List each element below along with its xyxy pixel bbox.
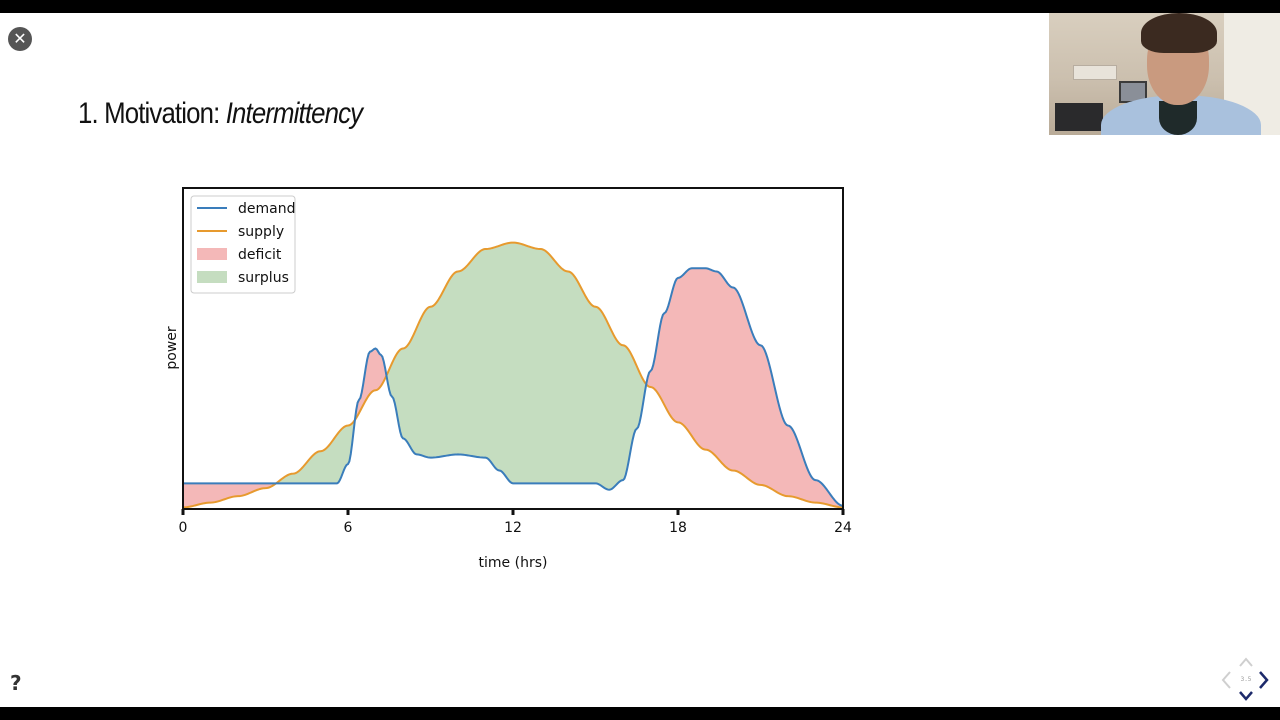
x-axis-label: time (hrs) — [479, 555, 548, 571]
legend-label-supply: supply — [238, 224, 284, 240]
legend: demand supply deficit surplus — [190, 195, 296, 294]
y-axis-label: power — [164, 326, 180, 370]
x-tick-label: 0 — [179, 520, 188, 536]
line-layer — [182, 241, 844, 509]
fill-layer — [183, 242, 843, 508]
close-icon: ✕ — [13, 29, 27, 48]
chevron-up-icon[interactable] — [1238, 656, 1254, 668]
webcam-air-conditioner — [1073, 65, 1117, 80]
webcam-person-collar — [1159, 101, 1197, 135]
chevron-down-icon[interactable] — [1238, 690, 1254, 702]
legend-label-surplus: surplus — [238, 270, 289, 286]
webcam-video — [1049, 13, 1280, 135]
supply-line — [182, 241, 844, 509]
help-button[interactable]: ? — [10, 671, 22, 695]
chevron-right-icon[interactable] — [1258, 670, 1270, 690]
legend-swatch-deficit — [197, 248, 227, 260]
x-tick-label: 18 — [669, 520, 687, 536]
surplus-region — [276, 409, 357, 484]
webcam-tv — [1055, 103, 1103, 131]
deficit-region — [356, 348, 387, 418]
slide-navigation: 3.5 — [1220, 656, 1272, 704]
chart: 0 6 12 18 24 power time (hrs) demandsupplyde… — [164, 187, 852, 571]
slide: ✕ 1. Motivation: Intermittency 0 6 12 18 24 … — [0, 13, 1280, 707]
x-tick-label: 6 — [344, 520, 353, 536]
page-number: 3.5 — [1240, 676, 1252, 683]
legend-swatch-surplus — [197, 271, 227, 283]
tick-layer: 0 6 12 18 24 — [179, 509, 852, 536]
slide-title-prefix: 1. Motivation: — [78, 97, 226, 130]
chevron-left-icon[interactable] — [1220, 670, 1232, 690]
slide-title: 1. Motivation: Intermittency — [78, 97, 363, 131]
demand-line — [183, 267, 844, 507]
close-button[interactable]: ✕ — [8, 27, 32, 51]
legend-label-demand: demand — [238, 201, 295, 217]
slide-title-emphasis: Intermittency — [225, 97, 363, 130]
deficit-region — [183, 483, 277, 508]
legend-label-deficit: deficit — [238, 247, 282, 263]
x-tick-label: 12 — [504, 520, 522, 536]
legend-box — [190, 195, 296, 294]
webcam-person-hair — [1141, 13, 1217, 53]
x-tick-label: 24 — [834, 520, 852, 536]
deficit-region — [646, 268, 843, 508]
surplus-region — [386, 242, 647, 490]
